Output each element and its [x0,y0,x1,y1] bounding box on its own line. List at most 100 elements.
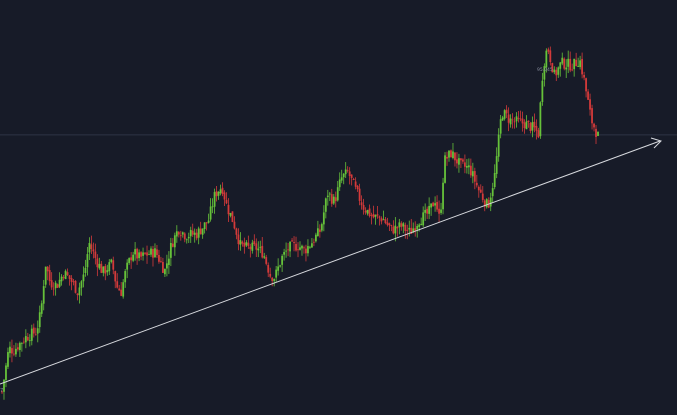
candle [583,71,585,81]
candle [173,232,176,256]
candle [231,211,234,223]
candle [569,51,572,73]
trendline [0,140,661,385]
candle [66,268,69,276]
candle [82,266,85,288]
candle [207,213,210,224]
candle [271,276,274,287]
candle [134,242,137,261]
candle [229,212,232,218]
candle [50,272,53,290]
candle [104,263,107,281]
candle [396,226,399,237]
candle [545,48,548,73]
candle [120,282,123,297]
candle [503,109,506,121]
candle [158,249,160,264]
candle [422,206,425,228]
candle [16,343,19,352]
candle [485,198,488,209]
candle [58,272,61,289]
candle [152,245,154,267]
candle [597,131,599,137]
candle [436,195,438,212]
candle [191,223,194,237]
candle [122,279,125,299]
candle [164,268,166,277]
candle [591,104,593,130]
candle [452,143,454,160]
candle [561,52,564,66]
candle [320,222,323,233]
corner-label: 7 [0,388,3,394]
candle [22,337,25,345]
candle [549,46,552,66]
candle [307,239,309,257]
candle [42,279,45,311]
candle [1,390,3,395]
candle [438,200,440,223]
candle [404,222,407,239]
candle [515,112,518,128]
candle [287,242,289,257]
candle [513,117,516,129]
candle [402,222,405,234]
candle [517,110,520,123]
candle [106,264,109,276]
candle [400,221,403,231]
candle [291,237,293,242]
candle [432,201,435,207]
candle [368,204,371,218]
candle [221,182,224,197]
candle [314,232,317,243]
candle [253,234,256,246]
candle [303,245,305,254]
candle [211,198,214,214]
candle [217,191,220,200]
candle [40,300,43,318]
candle [450,149,452,158]
candle [11,339,13,363]
candle [126,259,129,279]
candle [215,185,218,202]
candle [219,184,222,196]
candle [114,270,117,289]
candle [185,238,188,244]
candle [454,152,456,167]
candle [76,293,79,301]
candle [305,244,307,262]
candle [386,217,389,227]
candle [293,236,295,252]
candle [112,256,115,275]
candle [446,151,448,166]
candle [225,192,228,205]
candle [471,162,474,184]
candle [467,158,470,175]
candle [493,164,496,190]
candle [52,282,55,296]
candle [448,150,450,162]
candle [108,259,111,275]
candle [257,241,260,258]
candle [535,119,538,140]
candle [181,231,184,238]
candle [273,278,276,287]
candle [581,52,584,79]
candle [324,197,327,219]
candle [154,243,156,258]
candle [295,236,297,252]
candle [338,172,341,191]
candle [116,273,119,289]
candle [243,237,246,254]
candle [497,128,500,162]
candle [366,209,369,216]
candle [434,196,436,212]
candle [203,222,206,234]
candle [183,232,186,243]
candle [138,249,140,262]
candle [322,205,325,232]
candle [162,257,164,273]
candle [326,189,329,206]
candle [316,220,319,237]
candle [92,242,95,259]
